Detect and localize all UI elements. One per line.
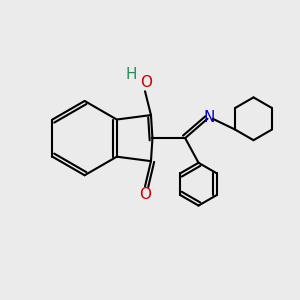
Text: H: H xyxy=(126,68,137,82)
Text: N: N xyxy=(203,110,214,125)
Text: O: O xyxy=(139,187,151,202)
Text: O: O xyxy=(140,76,152,91)
